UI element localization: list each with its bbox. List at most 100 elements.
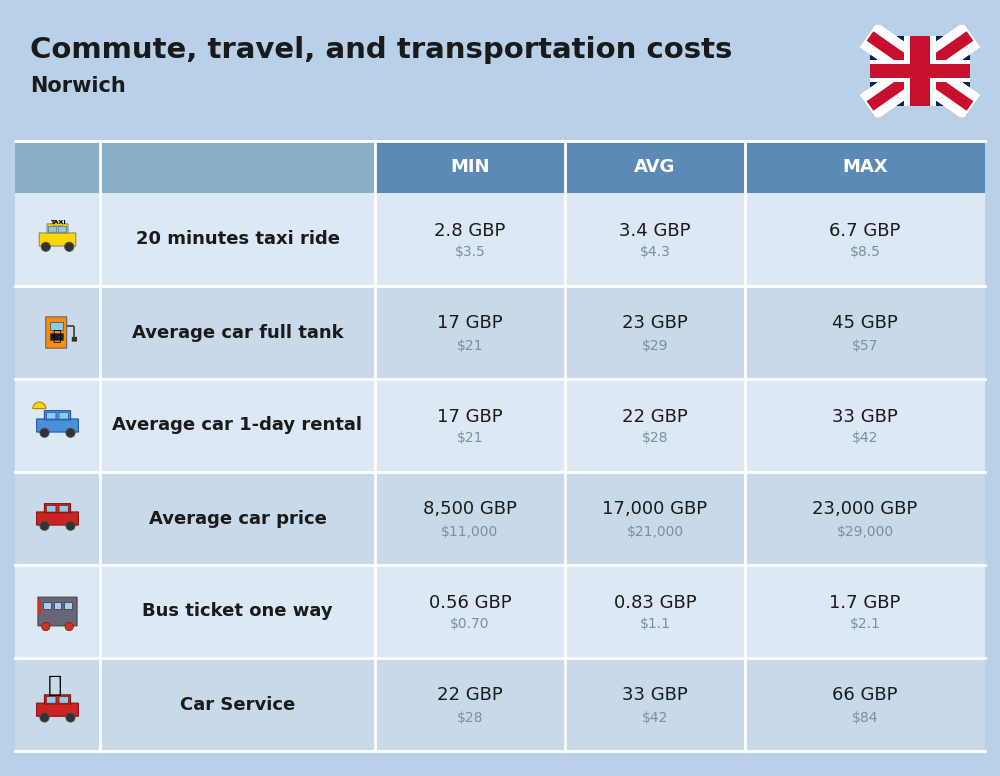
Text: Average car full tank: Average car full tank — [132, 324, 343, 341]
Text: 23,000 GBP: 23,000 GBP — [812, 501, 918, 518]
Bar — [54, 601, 61, 609]
Text: 6.7 GBP: 6.7 GBP — [829, 221, 901, 240]
Text: 17,000 GBP: 17,000 GBP — [602, 501, 708, 518]
Text: 0.83 GBP: 0.83 GBP — [614, 594, 696, 611]
FancyBboxPatch shape — [72, 337, 77, 341]
Circle shape — [41, 242, 50, 251]
Text: $4.3: $4.3 — [640, 245, 670, 259]
Text: $21,000: $21,000 — [626, 525, 684, 539]
Text: 45 GBP: 45 GBP — [832, 314, 898, 332]
FancyBboxPatch shape — [38, 598, 77, 625]
Text: 0.56 GBP: 0.56 GBP — [429, 594, 511, 611]
Bar — [15, 379, 985, 472]
FancyBboxPatch shape — [58, 227, 67, 232]
Bar — [15, 141, 375, 193]
Text: $42: $42 — [642, 711, 668, 725]
Text: $29: $29 — [642, 338, 668, 352]
Text: $11,000: $11,000 — [441, 525, 499, 539]
Bar — [15, 286, 985, 379]
Bar — [43, 601, 51, 609]
Text: 20 minutes taxi ride: 20 minutes taxi ride — [136, 230, 340, 248]
Bar — [15, 658, 985, 751]
Bar — [67, 325, 74, 327]
Bar — [870, 64, 970, 78]
FancyBboxPatch shape — [44, 411, 71, 420]
Bar — [64, 601, 72, 609]
Text: 33 GBP: 33 GBP — [622, 687, 688, 705]
Text: Bus ticket one way: Bus ticket one way — [142, 602, 333, 621]
Bar — [15, 565, 985, 658]
Text: $2.1: $2.1 — [850, 618, 880, 632]
FancyBboxPatch shape — [47, 697, 56, 703]
Bar — [15, 193, 985, 286]
Circle shape — [40, 521, 49, 531]
Bar — [565, 141, 745, 193]
Text: $42: $42 — [852, 431, 878, 445]
FancyBboxPatch shape — [48, 227, 57, 232]
Circle shape — [66, 428, 75, 438]
Text: $8.5: $8.5 — [850, 245, 880, 259]
Text: Average car 1-day rental: Average car 1-day rental — [112, 417, 362, 435]
FancyBboxPatch shape — [44, 504, 71, 513]
Text: 17 GBP: 17 GBP — [437, 407, 503, 425]
FancyBboxPatch shape — [44, 695, 71, 704]
Circle shape — [40, 713, 49, 722]
Bar — [870, 36, 970, 106]
FancyBboxPatch shape — [39, 233, 76, 246]
Bar — [50, 322, 63, 330]
Text: Norwich: Norwich — [30, 76, 126, 96]
FancyBboxPatch shape — [47, 223, 68, 233]
Text: 66 GBP: 66 GBP — [832, 687, 898, 705]
Circle shape — [66, 713, 75, 722]
FancyBboxPatch shape — [47, 505, 56, 512]
Text: 💧: 💧 — [52, 329, 61, 344]
Bar — [53, 220, 62, 225]
Text: 33 GBP: 33 GBP — [832, 407, 898, 425]
Bar — [73, 326, 75, 338]
Text: 1.7 GBP: 1.7 GBP — [829, 594, 901, 611]
FancyBboxPatch shape — [37, 419, 78, 432]
Text: Commute, travel, and transportation costs: Commute, travel, and transportation cost… — [30, 36, 732, 64]
Text: $84: $84 — [852, 711, 878, 725]
Text: Average car price: Average car price — [149, 510, 326, 528]
Text: 8,500 GBP: 8,500 GBP — [423, 501, 517, 518]
Text: $29,000: $29,000 — [836, 525, 894, 539]
Circle shape — [65, 242, 74, 251]
Bar — [15, 472, 985, 565]
Bar — [870, 60, 970, 82]
Text: 2.8 GBP: 2.8 GBP — [434, 221, 506, 240]
Bar — [50, 332, 63, 341]
Bar — [375, 141, 565, 193]
Text: $28: $28 — [457, 711, 483, 725]
Text: $21: $21 — [457, 431, 483, 445]
Bar — [38, 600, 41, 614]
Text: 22 GBP: 22 GBP — [622, 407, 688, 425]
Text: 🔧: 🔧 — [48, 674, 62, 697]
FancyBboxPatch shape — [59, 505, 68, 512]
Circle shape — [42, 622, 50, 631]
Text: $0.70: $0.70 — [450, 618, 490, 632]
Text: Car Service: Car Service — [180, 695, 295, 713]
Text: MAX: MAX — [842, 158, 888, 176]
Bar — [745, 141, 985, 193]
Bar — [904, 36, 936, 106]
Text: TAXI: TAXI — [50, 220, 65, 225]
FancyBboxPatch shape — [46, 317, 67, 348]
Circle shape — [40, 428, 49, 438]
FancyBboxPatch shape — [59, 413, 68, 419]
Text: $28: $28 — [642, 431, 668, 445]
Wedge shape — [33, 402, 46, 409]
Text: 3.4 GBP: 3.4 GBP — [619, 221, 691, 240]
Circle shape — [65, 622, 73, 631]
Text: $21: $21 — [457, 338, 483, 352]
FancyBboxPatch shape — [59, 697, 68, 703]
FancyBboxPatch shape — [37, 703, 78, 716]
FancyBboxPatch shape — [47, 413, 56, 419]
FancyBboxPatch shape — [37, 512, 78, 525]
Text: $1.1: $1.1 — [640, 618, 670, 632]
Bar — [910, 36, 930, 106]
Text: 17 GBP: 17 GBP — [437, 314, 503, 332]
Text: MIN: MIN — [450, 158, 490, 176]
Text: 22 GBP: 22 GBP — [437, 687, 503, 705]
Text: $57: $57 — [852, 338, 878, 352]
